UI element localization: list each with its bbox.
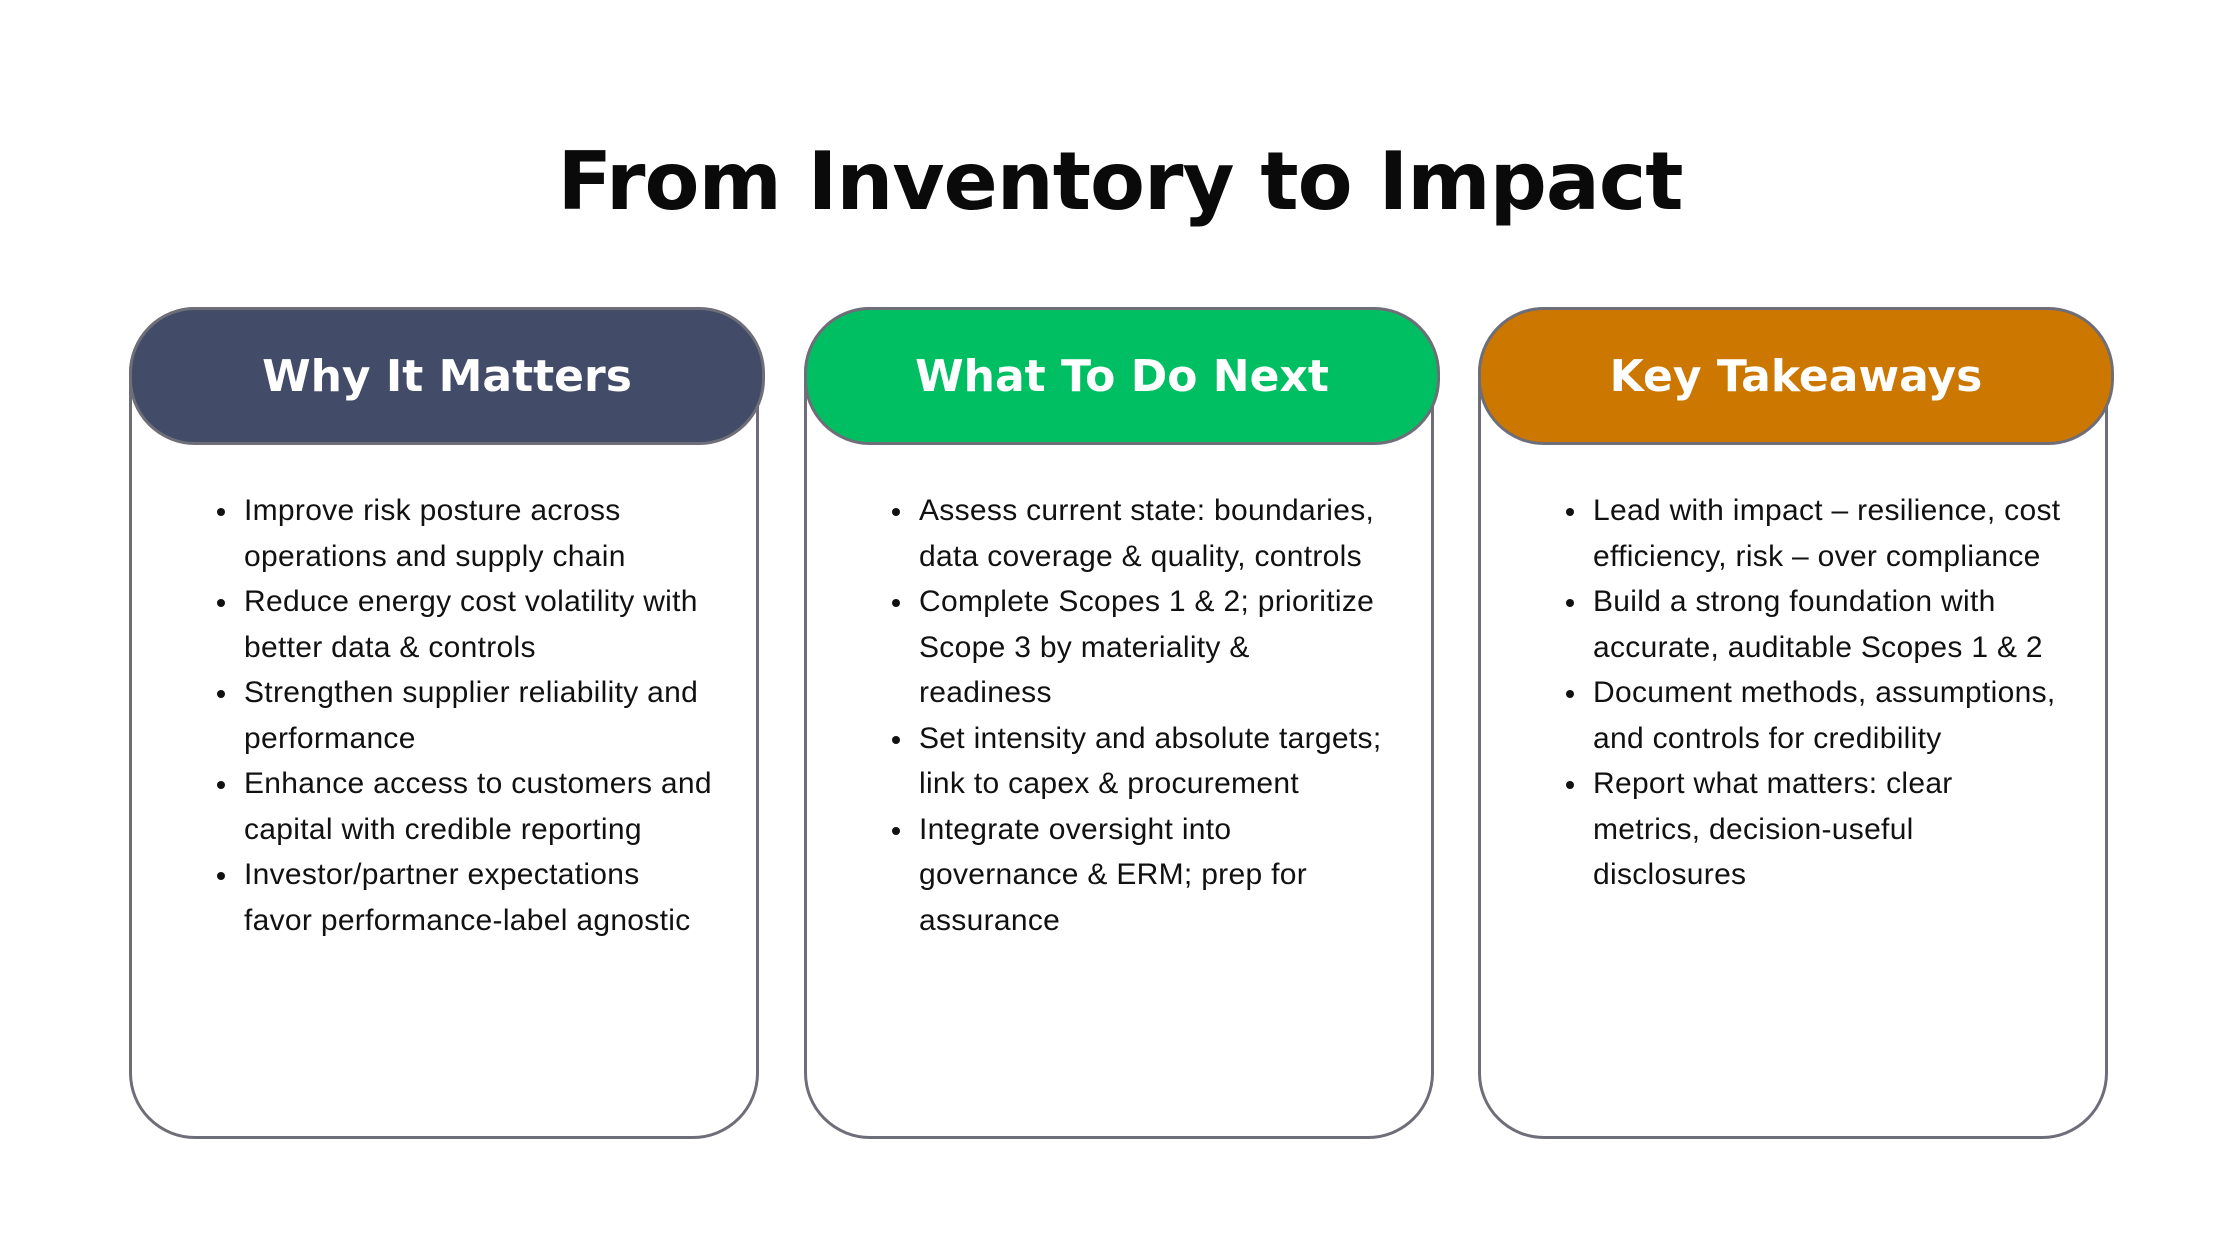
list-item: Investor/partner expectations favor perf… <box>240 852 716 943</box>
list-item: Assess current state: boundaries, data c… <box>915 488 1391 579</box>
list-item: Lead with impact – resilience, cost effi… <box>1589 488 2065 579</box>
card-heading: What To Do Next <box>804 307 1440 445</box>
card-key-takeaways: Key Takeaways Lead with impact – resilie… <box>1478 307 2114 1139</box>
list-item: Complete Scopes 1 & 2; prioritize Scope … <box>915 579 1391 716</box>
card-heading: Key Takeaways <box>1478 307 2114 445</box>
list-item: Integrate oversight into governance & ER… <box>915 807 1391 944</box>
list-item: Set intensity and absolute targets; link… <box>915 716 1391 807</box>
card-why-it-matters: Why It Matters Improve risk posture acro… <box>129 307 765 1139</box>
card-heading: Why It Matters <box>129 307 765 445</box>
list-item: Reduce energy cost volatility with bette… <box>240 579 716 670</box>
bullet-list: Assess current state: boundaries, data c… <box>887 488 1391 943</box>
page-title: From Inventory to Impact <box>557 135 1684 228</box>
list-item: Strengthen supplier reliability and perf… <box>240 670 716 761</box>
bullet-list: Lead with impact – resilience, cost effi… <box>1561 488 2065 898</box>
list-item: Document methods, assumptions, and contr… <box>1589 670 2065 761</box>
list-item: Enhance access to customers and capital … <box>240 761 716 852</box>
list-item: Report what matters: clear metrics, deci… <box>1589 761 2065 898</box>
bullet-list: Improve risk posture across operations a… <box>212 488 716 943</box>
list-item: Build a strong foundation with accurate,… <box>1589 579 2065 670</box>
card-what-to-do-next: What To Do Next Assess current state: bo… <box>804 307 1440 1139</box>
list-item: Improve risk posture across operations a… <box>240 488 716 579</box>
